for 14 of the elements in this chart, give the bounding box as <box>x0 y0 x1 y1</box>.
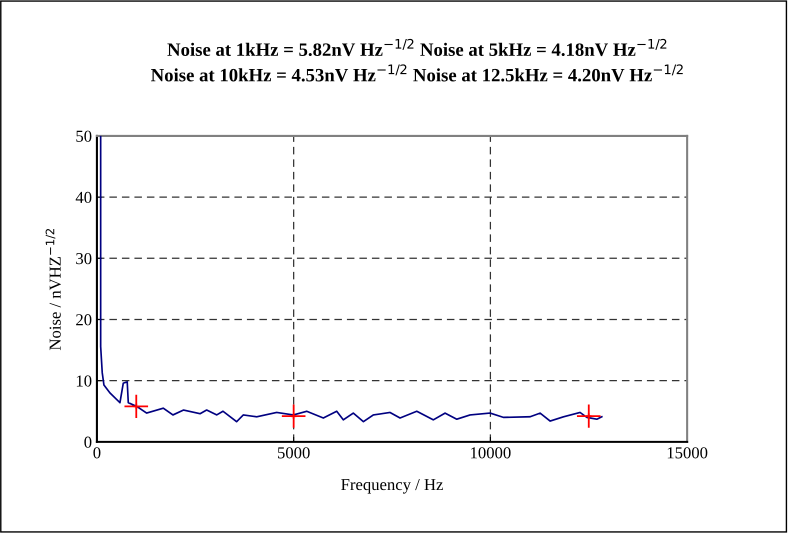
x-tick-label: 5000 <box>278 447 310 458</box>
y-tick-label: 30 <box>76 252 92 264</box>
y-tick-label: 20 <box>76 314 92 326</box>
y-tick-label: 40 <box>76 192 92 204</box>
x-axis-title: Frequency / Hz <box>341 479 443 494</box>
y-tick-label: 50 <box>76 130 92 142</box>
line-series <box>100 136 603 422</box>
y-tick-label: 0 <box>84 436 92 448</box>
chart-title: Noise at 1kHz = 5.82nV Hz$^{−1/2}$ Noise at 5kHz = 4.18nV Hz$^{−1/2}$ Noise at 10kHz = 4.53nV Hz$^{−1/2}$ Noise at 12.5kHz = 4.20nV Hz$^{−1/2}$ <box>150 38 683 82</box>
x-tick-label: 0 <box>93 447 100 458</box>
y-tick-label: 10 <box>76 375 92 387</box>
x-tick-label: 10000 <box>471 447 511 458</box>
x-tick-label: 15000 <box>668 447 708 458</box>
y-axis-title: Noise / nVHZ$^{−1/2}$ <box>46 229 61 350</box>
